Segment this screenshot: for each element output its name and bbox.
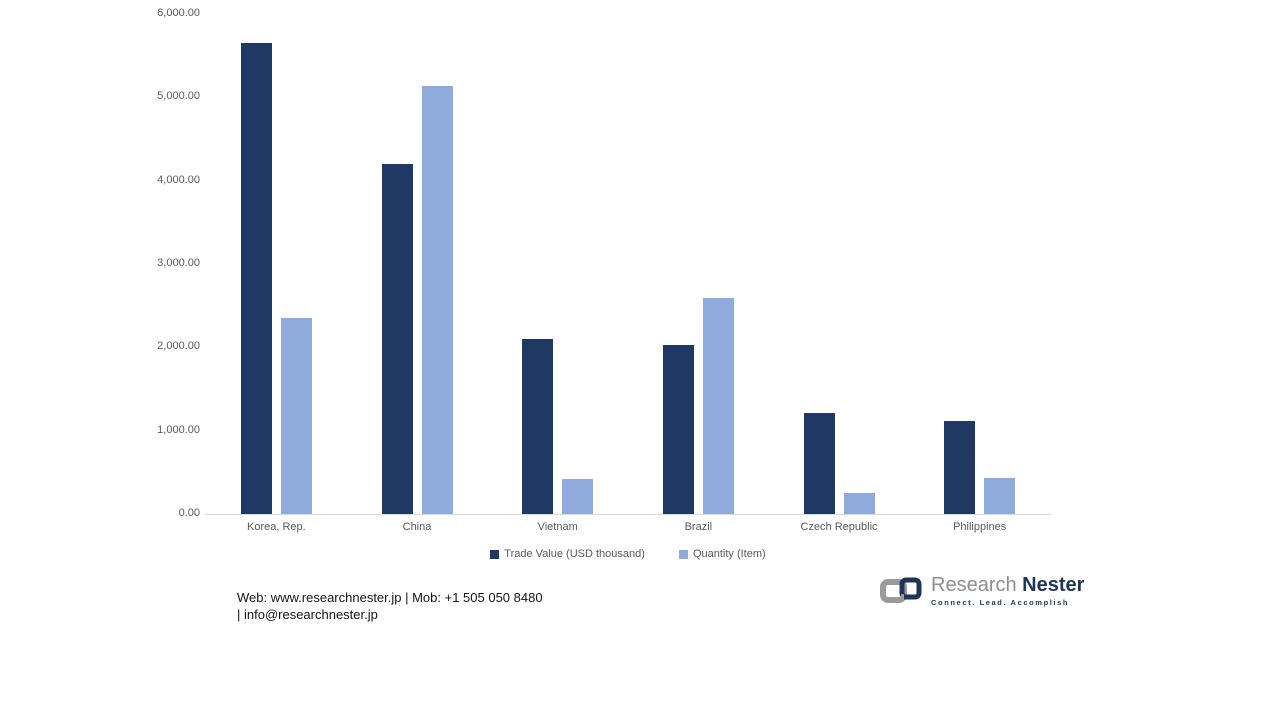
bar-trade-value [662,344,694,514]
x-axis-line [205,514,1051,515]
legend-item-quantity: Quantity (Item) [678,548,766,560]
y-tick-label: 4,000.00 [157,173,200,186]
legend-swatch-icon [678,549,688,559]
bar-trade-value [944,420,976,514]
chain-links-icon [880,577,922,603]
category-slot [628,14,769,514]
category-slot [909,14,1050,514]
bars-region [206,14,1050,514]
bar-trade-value [803,413,835,514]
y-tick-label: 5,000.00 [157,90,200,103]
plot-area [205,14,1051,515]
y-tick-label: 0.00 [178,507,200,519]
bar-quantity [280,318,312,514]
logo-name-nester: Nester [1022,574,1085,596]
y-axis: 0.00 1,000.00 2,000.00 3,000.00 4,000.00 5,00… [0,0,200,530]
category-slot [487,14,628,514]
legend-swatch-icon [490,549,500,559]
y-tick-label: 6,000.00 [157,7,200,19]
x-axis-label: Vietnam [537,521,578,533]
bar-trade-value [240,43,272,514]
logo-name-research: Research [931,574,1017,596]
x-axis-label: Brazil [684,521,713,533]
y-tick-label: 3,000.00 [157,257,200,269]
bar-quantity [702,298,734,514]
y-tick-label: 2,000.00 [157,340,200,353]
y-tick-label: 1,000.00 [157,423,200,436]
legend: Trade Value (USD thousand) Quantity (Item… [206,548,1050,560]
bar-trade-value [381,164,413,514]
category-slot [347,14,488,514]
contact-line-1: Web: www.researchnester.jp | Mob: +1 505… [237,590,543,605]
logo-text: Research Nester Connect. Lead. Accomplis… [931,575,1084,608]
x-axis-label: Korea, Rep. [246,521,306,533]
x-axis-labels: Korea, Rep. China Vietnam Brazil Czech Repub… [206,521,1050,533]
contact-info: Web: www.researchnester.jp | Mob: +1 505… [237,589,543,623]
bar-quantity [843,493,875,514]
legend-label: Quantity (Item) [692,548,766,560]
category-slot [769,14,910,514]
bar-trade-value [522,339,554,514]
bar-quantity [421,85,453,514]
contact-line-2: | info@researchnester.jp [237,607,378,622]
logo-tagline: Connect. Lead. Accomplish [931,598,1070,607]
category-slot [206,14,347,514]
bar-quantity [984,478,1016,514]
x-axis-label: Czech Republic [800,521,878,533]
x-axis-label: Philippines [953,521,1007,533]
logo-name: Research Nester [931,575,1084,596]
x-axis-label: China [402,521,432,533]
legend-label: Trade Value (USD thousand) [504,548,645,560]
legend-item-trade-value: Trade Value (USD thousand) [490,548,645,560]
bar-quantity [562,479,594,514]
company-logo: Research Nester Connect. Lead. Accomplis… [878,575,1084,607]
